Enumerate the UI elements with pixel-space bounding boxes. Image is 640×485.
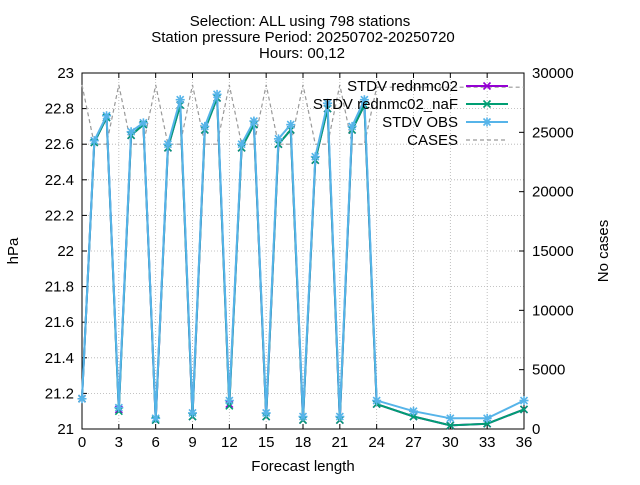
y-tick-label: 21.4 (45, 350, 74, 367)
y-axis-label: hPa (5, 237, 22, 264)
data-point-stdv-obs (261, 408, 271, 418)
data-point-stdv-obs (310, 152, 320, 162)
y2-tick-label: 30000 (532, 65, 574, 82)
x-tick-label: 21 (331, 434, 348, 451)
y2-tick-label: 20000 (532, 184, 574, 201)
data-point-stdv-rednmc02-naf (446, 421, 455, 430)
y2-axis-label: No cases (595, 220, 612, 283)
data-point-stdv-obs (347, 121, 357, 131)
legend-label-cases: CASES (407, 132, 458, 149)
data-point-stdv-obs (286, 120, 296, 130)
legend-label-stdv-obs: STDV OBS (382, 114, 458, 131)
x-tick-label: 9 (188, 434, 196, 451)
chart-title-line-2: Station pressure Period: 20250702-202507… (151, 29, 455, 46)
x-tick-label: 3 (115, 434, 123, 451)
y-tick-label: 23 (57, 65, 74, 82)
data-point-stdv-obs (188, 408, 197, 418)
data-point-stdv-obs (237, 139, 247, 149)
x-tick-label: 24 (368, 434, 385, 451)
data-point-stdv-obs (77, 394, 87, 404)
data-point-stdv-obs (212, 89, 222, 99)
data-point-stdv-obs (249, 116, 259, 126)
data-point-stdv-obs (102, 111, 112, 121)
x-tick-label: 33 (479, 434, 496, 451)
legend-label-stdv-rednmc02: STDV rednmc02 (347, 78, 458, 95)
data-point-stdv-obs (273, 134, 283, 144)
y2-tick-label: 10000 (532, 302, 574, 319)
data-point-stdv-obs (138, 118, 148, 128)
y2-tick-label: 5000 (532, 362, 565, 379)
x-axis-label: Forecast length (251, 458, 354, 475)
x-tick-label: 36 (516, 434, 533, 451)
x-tick-label: 27 (405, 434, 422, 451)
legend-marker-stdv-obs (482, 117, 492, 127)
y2-tick-label: 0 (532, 421, 540, 438)
data-point-stdv-obs (298, 412, 308, 422)
y2-tick-label: 25000 (532, 124, 574, 141)
series-layer (77, 84, 529, 430)
data-point-stdv-obs (372, 396, 382, 406)
data-point-stdv-obs (224, 396, 234, 406)
chart-title-line-3: Hours: 00,12 (259, 45, 345, 62)
data-point-stdv-obs (114, 403, 124, 413)
y-tick-label: 21.8 (45, 279, 74, 296)
data-point-stdv-obs (359, 95, 369, 105)
data-point-stdv-obs (163, 139, 173, 149)
y-tick-label: 22.6 (45, 136, 74, 153)
x-tick-label: 15 (258, 434, 275, 451)
y2-tick-label: 15000 (532, 243, 574, 260)
data-point-stdv-obs (445, 413, 455, 423)
data-point-stdv-obs (323, 98, 333, 108)
data-point-stdv-obs (175, 95, 185, 105)
x-tick-label: 0 (78, 434, 86, 451)
legend-marker-stdv-rednmc02 (482, 81, 492, 91)
data-point-stdv-obs (126, 127, 136, 137)
y-tick-label: 21.2 (45, 385, 74, 402)
y-tick-label: 21.6 (45, 314, 74, 331)
data-point-stdv-obs (335, 412, 345, 422)
x-tick-label: 12 (221, 434, 238, 451)
data-point-stdv-obs (151, 413, 161, 423)
x-tick-label: 30 (442, 434, 459, 451)
legend-label-stdv-rednmc02-naf: STDV rednmc02_naF (313, 96, 458, 113)
y-tick-label: 22.8 (45, 101, 74, 118)
y-tick-label: 21 (57, 421, 74, 438)
y-tick-label: 22.4 (45, 172, 74, 189)
data-point-stdv-obs (89, 136, 99, 146)
x-tick-label: 6 (151, 434, 159, 451)
data-point-stdv-obs (482, 413, 492, 423)
x-tick-label: 18 (295, 434, 312, 451)
data-point-stdv-rednmc02-naf (519, 405, 529, 414)
data-point-stdv-obs (409, 406, 418, 416)
tick-layer: 0 3 6 9 12 15 18 21 24 27 30 33 362121.221.421.621.8… (45, 65, 574, 451)
y-tick-label: 22 (57, 243, 74, 260)
chart-title-line-1: Selection: ALL using 798 stations (190, 13, 410, 30)
data-point-stdv-obs (200, 121, 210, 131)
data-point-stdv-obs (519, 396, 529, 406)
legend-marker-stdv-rednmc02-naf (482, 99, 492, 109)
y-tick-label: 22.2 (45, 207, 74, 224)
